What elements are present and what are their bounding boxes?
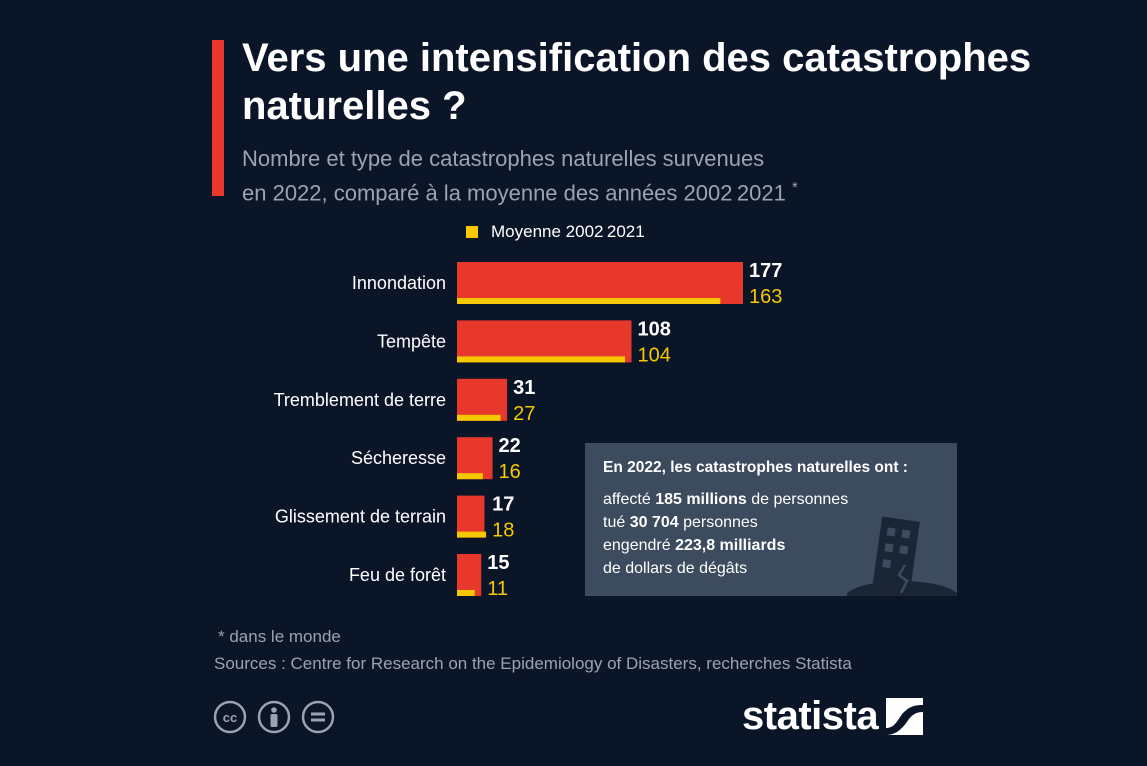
bar-2022-3: [457, 437, 493, 480]
value-label-2022-5: 15: [487, 552, 509, 574]
collapsing-building-icon: [847, 516, 957, 596]
info-line-affected: affecté 185 millions de personnes: [603, 491, 849, 508]
by-icon[interactable]: [257, 700, 291, 734]
sources: Sources : Centre for Research on the Epi…: [214, 654, 852, 673]
bar-average-2: [457, 414, 501, 421]
bar-2022-5: [457, 554, 482, 596]
bar-average-3: [457, 473, 483, 480]
value-label-average-5: 11: [487, 578, 508, 600]
info-box: En 2022, les catastrophes naturelles ont…: [585, 443, 957, 596]
subtitle: Nombre et type de catastrophes naturelle…: [242, 144, 1042, 207]
chart-legend: Moyenne 2002 2021: [466, 222, 645, 242]
value-label-average-3: 16: [499, 461, 521, 483]
value-label-2022-1: 108: [638, 318, 671, 340]
bar-2022-0: [457, 262, 743, 304]
value-label-2022-3: 22: [499, 435, 521, 457]
statista-logo-mark-icon: [886, 698, 924, 735]
category-label-0: Innondation: [352, 273, 446, 293]
bar-average-4: [457, 531, 487, 538]
category-label-1: Tempête: [377, 331, 446, 351]
nd-icon[interactable]: [301, 700, 335, 734]
bar-2022-2: [457, 378, 508, 421]
subtitle-line-1: Nombre et type de catastrophes naturelle…: [242, 146, 765, 171]
license-icons: cc: [213, 700, 335, 734]
statista-logo[interactable]: statista: [742, 694, 924, 739]
cc-icon[interactable]: cc: [213, 700, 247, 734]
category-label-5: Feu de forêt: [349, 565, 446, 585]
value-label-average-2: 27: [513, 403, 535, 425]
info-line-damage-cont: de dollars de dégâts: [603, 560, 748, 577]
category-label-2: Tremblement de terre: [274, 390, 446, 410]
value-label-2022-0: 177: [749, 260, 782, 282]
footnote: * dans le monde: [218, 627, 341, 646]
bar-2022-1: [457, 320, 632, 363]
title-accent-bar: [212, 40, 224, 196]
info-line-killed: tué 30 704 personnes: [603, 514, 758, 531]
value-label-average-0: 163: [749, 286, 782, 308]
legend-swatch-average: [466, 226, 478, 238]
statista-logo-text: statista: [742, 694, 879, 738]
page-title: Vers une intensification des catastrophe…: [242, 36, 1032, 128]
value-label-2022-4: 17: [492, 494, 514, 516]
subtitle-line-2: en 2022, comparé à la moyenne des années…: [242, 180, 786, 206]
category-label-3: Sécheresse: [351, 448, 446, 468]
bar-average-0: [457, 298, 721, 304]
bar-average-1: [457, 356, 626, 363]
bar-average-5: [457, 590, 475, 596]
svg-text:cc: cc: [223, 710, 237, 725]
info-line-damage: engendré 223,8 milliards: [603, 537, 786, 554]
legend-label-average: Moyenne 2002 2021: [491, 222, 645, 241]
bar-2022-4: [457, 495, 485, 538]
subtitle-footnote-mark: *: [791, 179, 798, 196]
value-label-average-4: 18: [492, 520, 514, 542]
value-label-average-1: 104: [638, 344, 671, 366]
info-box-heading: En 2022, les catastrophes naturelles ont…: [603, 459, 908, 476]
value-label-2022-2: 31: [513, 377, 535, 399]
category-label-4: Glissement de terrain: [275, 507, 446, 527]
